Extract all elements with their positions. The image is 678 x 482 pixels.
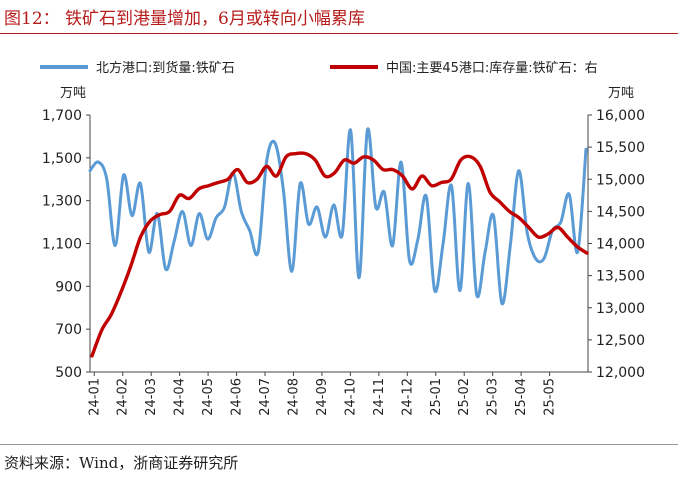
right-tick-label: 14,500 [596, 204, 645, 220]
x-tick-label: 24-04 [173, 378, 188, 416]
x-tick-label: 24-02 [116, 378, 131, 416]
x-tick-label: 25-04 [514, 378, 529, 416]
x-tick-label: 24-05 [201, 378, 216, 416]
left-tick-label: 500 [55, 365, 82, 381]
left-tick-label: 1,700 [42, 108, 82, 124]
right-tick-label: 13,500 [596, 269, 645, 285]
x-tick-label: 25-05 [543, 378, 558, 416]
right-tick-label: 15,500 [596, 140, 645, 156]
x-tick-label: 25-02 [457, 378, 472, 416]
right-tick-label: 13,000 [596, 301, 645, 317]
series-layer [88, 127, 589, 358]
series-line-arrivals [88, 127, 588, 306]
x-tick-label: 24-09 [315, 378, 330, 416]
left-tick-label: 1,500 [42, 151, 82, 167]
right-tick-label: 14,000 [596, 237, 645, 253]
title-divider [0, 33, 678, 34]
left-tick-label: 1,300 [42, 194, 82, 210]
chart-area: 北方港口:到货量:铁矿石 中国:主要45港口:库存量:铁矿石：右 万吨 万吨 5… [40, 60, 645, 416]
x-tick-label: 24-06 [230, 378, 245, 416]
legend-label-inventory: 中国:主要45港口:库存量:铁矿石：右 [386, 60, 598, 76]
right-tick-label: 15,000 [596, 172, 645, 188]
x-tick-label: 24-11 [372, 378, 387, 416]
axes [89, 115, 589, 373]
source-note: 资料来源：Wind，浙商证券研究所 [4, 454, 239, 472]
right-axis-unit: 万吨 [608, 86, 634, 101]
x-tick-label: 24-03 [144, 378, 159, 416]
x-axis-ticks: 24-01 24-02 24-03 24-04 24-05 24-06 24-07 24-08… [87, 372, 558, 416]
chart-title: 图12： 铁矿石到港量增加，6月或转向小幅累库 [4, 9, 365, 29]
left-axis-ticks: 500 700 900 1,100 1,300 1,500 1,700 [42, 108, 90, 381]
legend: 北方港口:到货量:铁矿石 中国:主要45港口:库存量:铁矿石：右 [40, 60, 598, 76]
x-tick-label: 24-10 [343, 378, 358, 416]
x-tick-label: 24-07 [258, 378, 273, 416]
left-tick-label: 900 [55, 279, 82, 295]
x-tick-label: 24-08 [286, 378, 301, 416]
x-tick-label: 25-03 [486, 378, 501, 416]
left-tick-label: 1,100 [42, 237, 82, 253]
x-tick-label: 25-01 [429, 378, 444, 416]
right-axis-ticks: 12,000 12,500 13,000 13,500 14,000 14,500 15,0… [588, 108, 645, 381]
right-tick-label: 12,000 [596, 365, 645, 381]
left-tick-label: 700 [55, 322, 82, 338]
left-axis-unit: 万吨 [60, 86, 86, 101]
right-tick-label: 12,500 [596, 333, 645, 349]
series-line-inventory [90, 151, 589, 358]
x-tick-label: 24-12 [400, 378, 415, 416]
right-tick-label: 16,000 [596, 108, 645, 124]
x-tick-label: 24-01 [87, 378, 102, 416]
legend-label-arrivals: 北方港口:到货量:铁矿石 [96, 60, 235, 76]
source-divider [0, 444, 678, 445]
